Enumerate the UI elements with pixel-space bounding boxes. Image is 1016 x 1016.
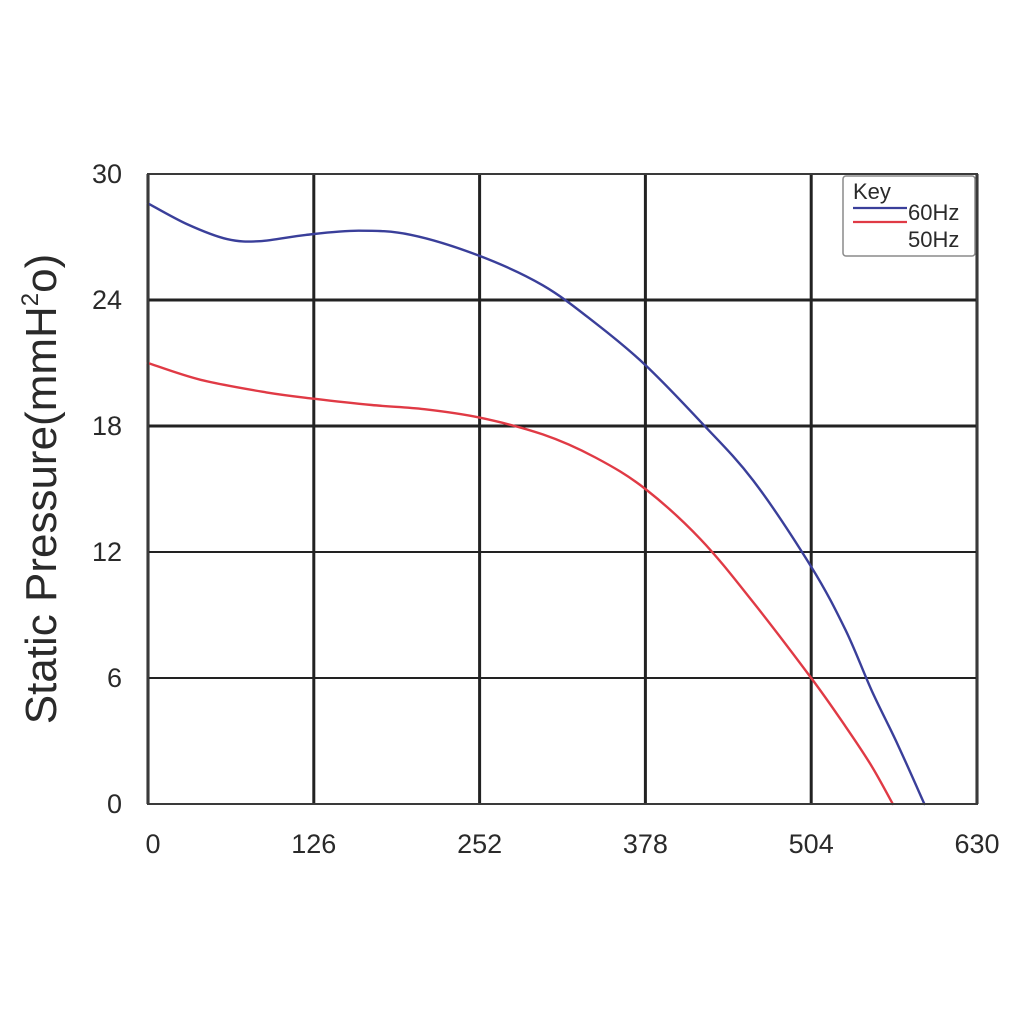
y-axis-label-superscript: 2 — [17, 293, 44, 306]
x-tick-label: 252 — [457, 829, 502, 859]
grid — [146, 173, 979, 805]
x-tick-label: 504 — [789, 829, 834, 859]
y-tick-label: 30 — [92, 159, 122, 189]
series-line-60hz — [146, 202, 926, 806]
legend-title: Key — [853, 179, 891, 204]
y-tick-label: 0 — [107, 789, 122, 819]
x-tick-label: 378 — [623, 829, 668, 859]
series-layer — [146, 202, 926, 806]
legend: Key 60Hz 50Hz — [842, 175, 976, 257]
plot-frame — [147, 173, 978, 805]
y-axis-label-prefix: Static Pressure(mmH — [17, 306, 66, 724]
y-tick-label: 12 — [92, 537, 122, 567]
y-tick-label: 24 — [92, 285, 122, 315]
y-tick-label: 18 — [92, 411, 122, 441]
x-tick-label: 126 — [291, 829, 336, 859]
y-tick-labels: 0 6 12 18 24 30 — [92, 159, 122, 819]
y-axis-label-suffix: o) — [17, 254, 66, 293]
y-axis-label: Static Pressure(mmH2o) — [17, 254, 66, 725]
y-tick-label: 6 — [107, 663, 122, 693]
legend-label-60hz: 60Hz — [908, 200, 959, 225]
x-tick-label: 630 — [954, 829, 999, 859]
x-tick-labels: 0 126 252 378 504 630 — [145, 829, 999, 859]
legend-box — [842, 175, 976, 257]
x-tick-label: 0 — [145, 829, 160, 859]
legend-label-50hz: 50Hz — [908, 227, 959, 252]
series-line-50hz — [146, 361, 894, 806]
